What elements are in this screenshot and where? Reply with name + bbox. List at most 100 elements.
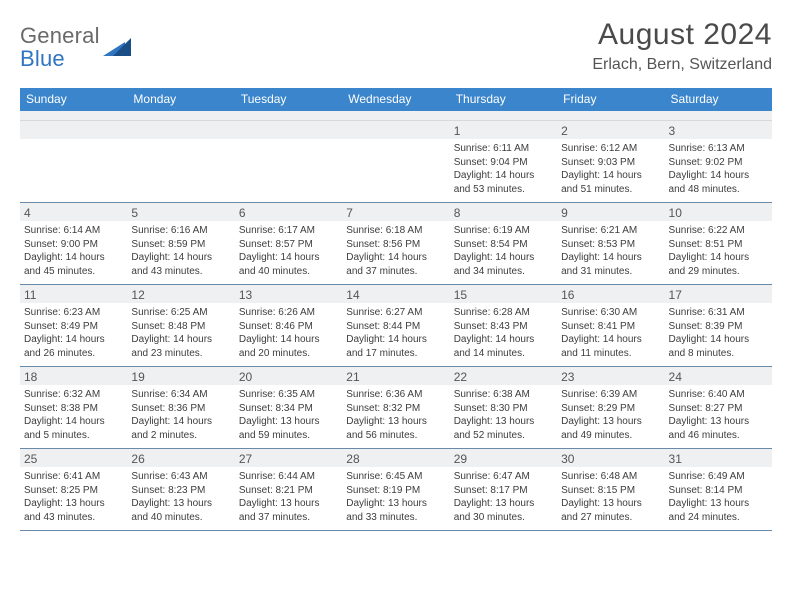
weekday-sat: Saturday <box>665 88 772 111</box>
day-sunrise: Sunrise: 6:25 AM <box>131 306 230 320</box>
day-cell: 18Sunrise: 6:32 AMSunset: 8:38 PMDayligh… <box>20 367 127 448</box>
day-sunset: Sunset: 8:49 PM <box>24 320 123 334</box>
day-daylight2: and 14 minutes. <box>454 347 553 361</box>
day-number: 27 <box>235 449 342 467</box>
day-sunset: Sunset: 8:32 PM <box>346 402 445 416</box>
day-sunrise: Sunrise: 6:19 AM <box>454 224 553 238</box>
day-cell: 22Sunrise: 6:38 AMSunset: 8:30 PMDayligh… <box>450 367 557 448</box>
weekday-tue: Tuesday <box>235 88 342 111</box>
day-sunset: Sunset: 8:56 PM <box>346 238 445 252</box>
day-number <box>127 121 234 139</box>
day-number: 30 <box>557 449 664 467</box>
day-daylight2: and 34 minutes. <box>454 265 553 279</box>
day-sunrise: Sunrise: 6:26 AM <box>239 306 338 320</box>
day-daylight1: Daylight: 14 hours <box>239 333 338 347</box>
day-cell: 26Sunrise: 6:43 AMSunset: 8:23 PMDayligh… <box>127 449 234 530</box>
day-daylight1: Daylight: 14 hours <box>239 251 338 265</box>
day-sunset: Sunset: 8:30 PM <box>454 402 553 416</box>
week-row: 18Sunrise: 6:32 AMSunset: 8:38 PMDayligh… <box>20 367 772 449</box>
day-sunrise: Sunrise: 6:35 AM <box>239 388 338 402</box>
day-number: 31 <box>665 449 772 467</box>
day-daylight1: Daylight: 13 hours <box>669 415 768 429</box>
day-number: 3 <box>665 121 772 139</box>
day-cell: 9Sunrise: 6:21 AMSunset: 8:53 PMDaylight… <box>557 203 664 284</box>
day-sunset: Sunset: 8:48 PM <box>131 320 230 334</box>
day-number: 9 <box>557 203 664 221</box>
day-sunset: Sunset: 8:43 PM <box>454 320 553 334</box>
day-sunset: Sunset: 8:21 PM <box>239 484 338 498</box>
day-cell: 28Sunrise: 6:45 AMSunset: 8:19 PMDayligh… <box>342 449 449 530</box>
day-number: 20 <box>235 367 342 385</box>
spacer <box>20 111 772 121</box>
day-sunset: Sunset: 8:38 PM <box>24 402 123 416</box>
day-daylight2: and 52 minutes. <box>454 429 553 443</box>
day-cell: 25Sunrise: 6:41 AMSunset: 8:25 PMDayligh… <box>20 449 127 530</box>
day-cell: 1Sunrise: 6:11 AMSunset: 9:04 PMDaylight… <box>450 121 557 202</box>
day-cell: 12Sunrise: 6:25 AMSunset: 8:48 PMDayligh… <box>127 285 234 366</box>
day-daylight2: and 8 minutes. <box>669 347 768 361</box>
day-sunset: Sunset: 8:14 PM <box>669 484 768 498</box>
day-sunrise: Sunrise: 6:28 AM <box>454 306 553 320</box>
day-number: 21 <box>342 367 449 385</box>
day-daylight1: Daylight: 13 hours <box>561 415 660 429</box>
day-sunrise: Sunrise: 6:45 AM <box>346 470 445 484</box>
day-sunrise: Sunrise: 6:39 AM <box>561 388 660 402</box>
day-number: 23 <box>557 367 664 385</box>
day-daylight1: Daylight: 13 hours <box>669 497 768 511</box>
day-sunrise: Sunrise: 6:34 AM <box>131 388 230 402</box>
day-daylight1: Daylight: 14 hours <box>346 333 445 347</box>
day-daylight2: and 26 minutes. <box>24 347 123 361</box>
weekday-header: Sunday Monday Tuesday Wednesday Thursday… <box>20 88 772 111</box>
day-daylight1: Daylight: 13 hours <box>346 415 445 429</box>
day-number: 17 <box>665 285 772 303</box>
day-sunrise: Sunrise: 6:38 AM <box>454 388 553 402</box>
day-number: 16 <box>557 285 664 303</box>
day-daylight2: and 24 minutes. <box>669 511 768 525</box>
week-row: 4Sunrise: 6:14 AMSunset: 9:00 PMDaylight… <box>20 203 772 285</box>
day-number: 19 <box>127 367 234 385</box>
day-sunrise: Sunrise: 6:36 AM <box>346 388 445 402</box>
day-daylight2: and 40 minutes. <box>239 265 338 279</box>
page-title: August 2024 <box>592 18 772 52</box>
day-number: 11 <box>20 285 127 303</box>
day-number: 5 <box>127 203 234 221</box>
day-cell: 27Sunrise: 6:44 AMSunset: 8:21 PMDayligh… <box>235 449 342 530</box>
day-number: 10 <box>665 203 772 221</box>
weekday-fri: Friday <box>557 88 664 111</box>
day-daylight2: and 56 minutes. <box>346 429 445 443</box>
day-daylight1: Daylight: 14 hours <box>24 333 123 347</box>
day-daylight1: Daylight: 13 hours <box>131 497 230 511</box>
day-sunrise: Sunrise: 6:13 AM <box>669 142 768 156</box>
day-daylight1: Daylight: 13 hours <box>454 497 553 511</box>
day-cell: 11Sunrise: 6:23 AMSunset: 8:49 PMDayligh… <box>20 285 127 366</box>
day-sunrise: Sunrise: 6:27 AM <box>346 306 445 320</box>
header: General Blue August 2024 Erlach, Bern, S… <box>20 18 772 74</box>
day-sunrise: Sunrise: 6:47 AM <box>454 470 553 484</box>
day-cell: 17Sunrise: 6:31 AMSunset: 8:39 PMDayligh… <box>665 285 772 366</box>
day-sunset: Sunset: 8:19 PM <box>346 484 445 498</box>
day-sunrise: Sunrise: 6:21 AM <box>561 224 660 238</box>
day-daylight2: and 40 minutes. <box>131 511 230 525</box>
day-sunset: Sunset: 8:53 PM <box>561 238 660 252</box>
day-daylight2: and 59 minutes. <box>239 429 338 443</box>
day-number: 28 <box>342 449 449 467</box>
day-sunrise: Sunrise: 6:18 AM <box>346 224 445 238</box>
day-cell: 6Sunrise: 6:17 AMSunset: 8:57 PMDaylight… <box>235 203 342 284</box>
day-daylight1: Daylight: 14 hours <box>131 251 230 265</box>
day-daylight2: and 46 minutes. <box>669 429 768 443</box>
logo-mark-icon <box>103 36 133 60</box>
day-sunset: Sunset: 8:25 PM <box>24 484 123 498</box>
day-sunrise: Sunrise: 6:32 AM <box>24 388 123 402</box>
weekday-sun: Sunday <box>20 88 127 111</box>
day-number: 26 <box>127 449 234 467</box>
day-cell: 10Sunrise: 6:22 AMSunset: 8:51 PMDayligh… <box>665 203 772 284</box>
day-sunrise: Sunrise: 6:40 AM <box>669 388 768 402</box>
day-cell: 30Sunrise: 6:48 AMSunset: 8:15 PMDayligh… <box>557 449 664 530</box>
day-sunrise: Sunrise: 6:14 AM <box>24 224 123 238</box>
title-block: August 2024 Erlach, Bern, Switzerland <box>592 18 772 74</box>
day-sunrise: Sunrise: 6:12 AM <box>561 142 660 156</box>
day-daylight2: and 20 minutes. <box>239 347 338 361</box>
day-daylight1: Daylight: 14 hours <box>131 415 230 429</box>
day-number: 22 <box>450 367 557 385</box>
day-cell: 7Sunrise: 6:18 AMSunset: 8:56 PMDaylight… <box>342 203 449 284</box>
